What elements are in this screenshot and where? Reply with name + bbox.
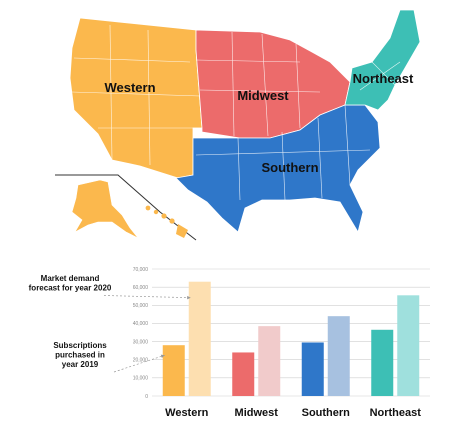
bar xyxy=(397,295,420,396)
region-northeast-shape xyxy=(344,9,421,111)
category-label: Northeast xyxy=(370,407,422,419)
bar-series xyxy=(162,281,420,396)
annotation-arrowhead xyxy=(187,295,191,300)
annotation-line: Subscriptions xyxy=(53,341,107,350)
annotation-leader xyxy=(113,354,165,373)
bar xyxy=(371,329,394,396)
y-axis-ticks: 70,000 60,000 50,000 40,000 30,000 20,000 10,0… xyxy=(133,267,149,400)
bar xyxy=(162,345,185,396)
annotation-text: Market demand forecast for year 2020 xyxy=(29,274,112,293)
y-tick-label: 20,000 xyxy=(133,358,149,364)
category-label: Midwest xyxy=(235,407,279,419)
x-axis-labels: Western Midwest Southern Northeast xyxy=(165,407,421,419)
bar xyxy=(258,326,281,396)
y-tick-label: 30,000 xyxy=(133,339,149,345)
bar-chart: 70,000 60,000 50,000 40,000 30,000 20,000 10,0… xyxy=(29,267,430,419)
bar xyxy=(188,281,211,396)
annotation-line: Market demand xyxy=(41,274,100,283)
y-tick-label: 50,000 xyxy=(133,303,149,309)
region-label-northeast: Northeast xyxy=(353,71,414,86)
annotation-leader xyxy=(103,295,191,299)
bar xyxy=(327,316,350,396)
region-southern-shape xyxy=(175,104,381,234)
state-borders xyxy=(71,24,401,201)
annotation-line: forecast for year 2020 xyxy=(29,284,112,293)
us-regions-map: Western Midwest Southern Northeast xyxy=(55,9,421,241)
y-tick-label: 70,000 xyxy=(133,267,149,273)
region-label-southern: Southern xyxy=(261,160,318,175)
annotation-text: Subscriptions purchased in year 2019 xyxy=(53,341,107,369)
region-western-shape xyxy=(69,17,203,179)
annotation-arrowhead xyxy=(160,354,165,358)
annotation-line: purchased in xyxy=(55,351,105,360)
bar xyxy=(301,342,324,396)
region-hawaii-shape xyxy=(145,205,188,238)
annotations: Market demand forecast for year 2020 Subsc… xyxy=(29,274,191,373)
annotation-line: year 2019 xyxy=(62,360,99,369)
category-label: Western xyxy=(165,407,208,419)
region-label-midwest: Midwest xyxy=(237,88,289,103)
region-alaska-shape xyxy=(71,179,139,239)
y-tick-label: 0 xyxy=(145,394,148,400)
y-tick-label: 40,000 xyxy=(133,321,149,327)
bar xyxy=(232,352,255,396)
y-tick-label: 10,000 xyxy=(133,376,149,382)
y-tick-label: 60,000 xyxy=(133,285,149,291)
category-label: Southern xyxy=(302,407,351,419)
region-label-western: Western xyxy=(104,80,155,95)
